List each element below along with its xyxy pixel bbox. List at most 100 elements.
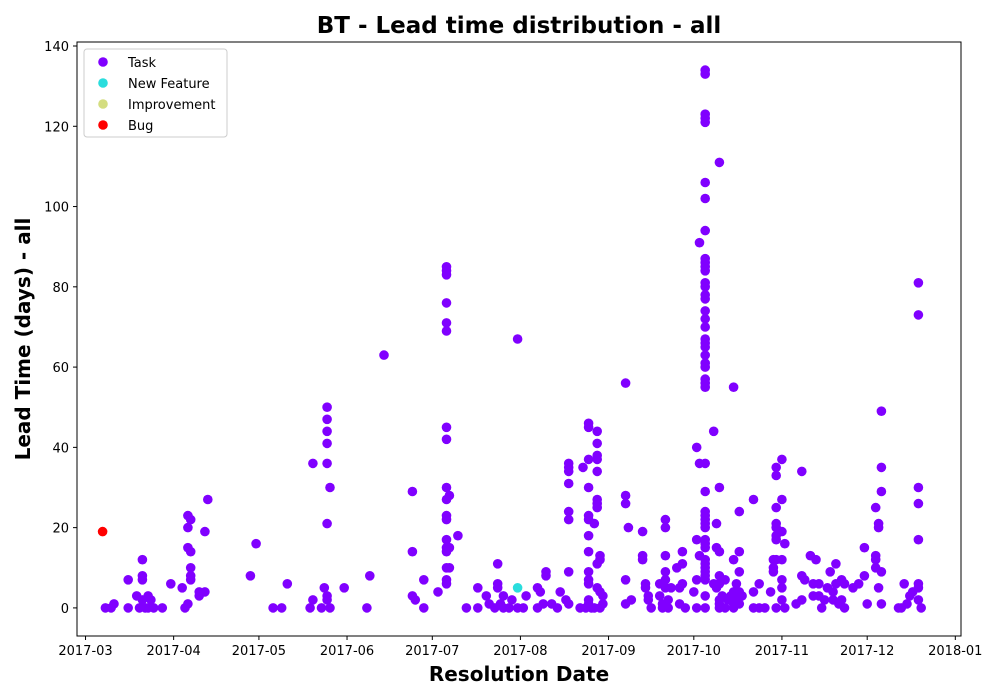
data-point (799, 575, 810, 585)
data-point (177, 583, 187, 593)
data-point (700, 306, 710, 316)
data-point (598, 591, 608, 601)
data-point (441, 534, 452, 545)
data-point (325, 482, 335, 493)
legend-label: Bug (128, 119, 153, 134)
data-point (555, 587, 565, 597)
data-point (185, 514, 196, 525)
data-point (592, 438, 602, 449)
data-point (913, 278, 924, 288)
data-point (862, 599, 872, 609)
data-point (771, 603, 781, 613)
data-point (626, 595, 637, 605)
data-point (720, 575, 730, 585)
data-point (700, 486, 710, 497)
y-tick-label: 20 (52, 522, 69, 537)
data-point (760, 603, 770, 613)
data-point (276, 603, 287, 613)
data-point (563, 599, 574, 609)
x-tick-label: 2017-07 (405, 644, 459, 659)
data-point (410, 595, 421, 605)
data-point (419, 603, 429, 613)
data-point (876, 462, 887, 473)
legend-label: Task (127, 56, 157, 71)
data-point (595, 554, 605, 565)
data-point (691, 534, 702, 545)
data-point (319, 583, 330, 593)
data-point (583, 567, 594, 577)
data-point (654, 591, 665, 601)
data-point (305, 603, 315, 613)
x-tick-label: 2017-11 (755, 644, 809, 659)
legend-marker (98, 120, 108, 130)
x-tick-label: 2017-10 (667, 644, 721, 659)
data-point (620, 490, 631, 501)
data-point (689, 587, 699, 597)
data-point (700, 322, 710, 332)
x-tick-label: 2017-08 (493, 644, 547, 659)
data-point (663, 595, 673, 605)
data-point (899, 579, 909, 589)
legend-marker (98, 99, 108, 109)
data-point (777, 575, 787, 585)
data-point (268, 603, 278, 613)
data-point (677, 546, 688, 557)
y-tick-label: 80 (52, 281, 69, 296)
data-point (148, 603, 159, 613)
data-point (734, 599, 745, 609)
data-point (876, 567, 887, 577)
data-point (720, 603, 730, 613)
data-point (518, 603, 529, 613)
data-point (728, 382, 739, 393)
data-point (583, 530, 594, 541)
data-point (407, 546, 418, 557)
data-point (492, 583, 503, 593)
data-point (441, 298, 452, 308)
data-point (700, 117, 710, 128)
legend-label: Improvement (128, 98, 215, 113)
data-point (700, 314, 710, 324)
data-point (853, 579, 864, 589)
data-point (461, 603, 472, 613)
data-point (819, 595, 830, 605)
data-point (512, 583, 523, 593)
y-tick-label: 60 (52, 361, 69, 376)
data-point (589, 518, 600, 529)
data-point (637, 526, 648, 537)
data-point (123, 603, 133, 613)
data-point (780, 603, 790, 613)
data-point (913, 595, 924, 605)
data-point (441, 514, 452, 525)
data-point (492, 559, 503, 569)
data-point (308, 595, 318, 605)
data-point (677, 559, 688, 569)
data-point (700, 225, 710, 236)
data-point (663, 603, 673, 613)
data-point (251, 538, 261, 549)
data-point (598, 599, 608, 609)
data-point (765, 587, 776, 597)
data-point (754, 579, 764, 589)
data-point (637, 554, 648, 565)
data-point (913, 534, 924, 545)
data-point (620, 378, 631, 388)
data-point (873, 522, 884, 533)
data-point (660, 550, 671, 561)
x-tick-label: 2017-03 (58, 644, 112, 659)
data-point (552, 603, 563, 613)
data-point (640, 583, 651, 593)
data-point (146, 595, 156, 605)
data-point (870, 550, 881, 561)
data-point (771, 502, 781, 513)
data-point (157, 603, 168, 613)
data-point (123, 575, 133, 585)
data-point (797, 466, 807, 477)
series-bug (97, 526, 108, 537)
data-point (185, 563, 196, 573)
data-point (563, 458, 574, 469)
data-point (913, 498, 924, 509)
x-tick-label: 2017-04 (146, 644, 200, 659)
data-point (521, 591, 531, 601)
data-point (441, 326, 452, 336)
data-point (419, 575, 429, 585)
